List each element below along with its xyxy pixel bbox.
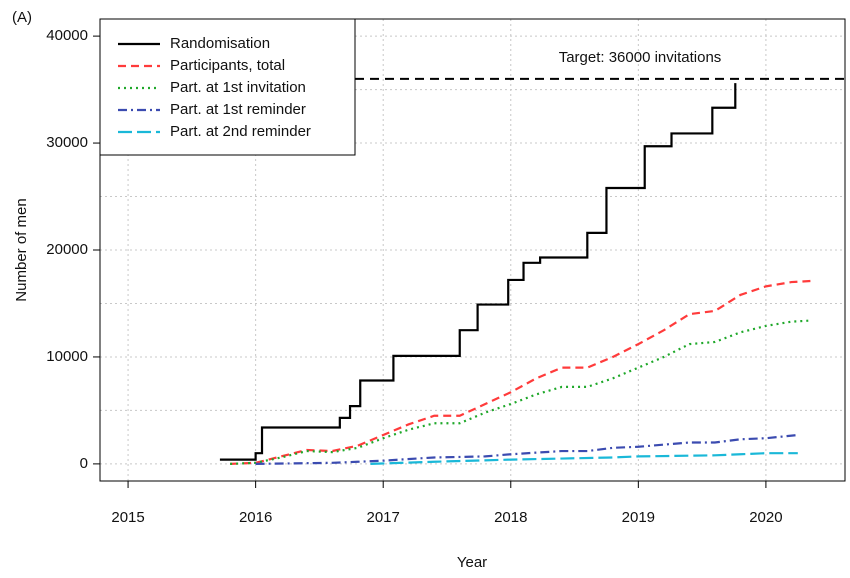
target-label: Target: 36000 invitations: [559, 49, 722, 66]
y-tick-label: 30000: [46, 134, 88, 151]
legend-label: Randomisation: [170, 35, 270, 52]
series-line: [230, 319, 811, 465]
x-axis-label: Year: [457, 554, 487, 571]
y-tick-label: 0: [80, 455, 88, 472]
x-tick-label: 2019: [622, 509, 655, 526]
legend-label: Part. at 1st reminder: [170, 101, 306, 118]
y-tick-label: 10000: [46, 348, 88, 365]
x-tick-label: 2017: [367, 509, 400, 526]
y-axis-label: Number of men: [13, 198, 30, 301]
series-line: [230, 279, 811, 465]
x-tick-label: 2016: [239, 509, 272, 526]
series-line: [219, 83, 737, 461]
series-line: [255, 433, 798, 465]
series-line: [370, 452, 798, 465]
legend-label: Part. at 2nd reminder: [170, 123, 311, 140]
x-tick-label: 2020: [749, 509, 782, 526]
y-tick-label: 20000: [46, 241, 88, 258]
x-tick-label: 2015: [111, 509, 144, 526]
x-tick-label: 2018: [494, 509, 527, 526]
legend-label: Part. at 1st invitation: [170, 79, 306, 96]
legend-label: Participants, total: [170, 57, 285, 74]
y-tick-label: 40000: [46, 27, 88, 44]
panel-label: (A): [12, 9, 32, 26]
